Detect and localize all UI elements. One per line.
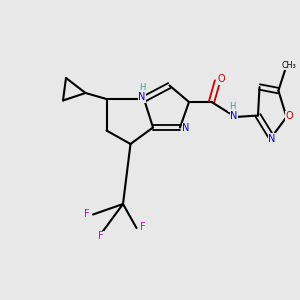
Text: H: H	[139, 83, 145, 92]
Text: N: N	[230, 111, 238, 121]
Text: O: O	[285, 111, 293, 122]
Text: CH₃: CH₃	[282, 61, 297, 70]
Text: F: F	[98, 231, 103, 241]
Text: O: O	[217, 74, 225, 85]
Text: H: H	[229, 102, 235, 111]
Text: F: F	[84, 208, 90, 219]
Text: F: F	[140, 222, 145, 232]
Text: N: N	[182, 123, 190, 133]
Text: N: N	[268, 134, 276, 144]
Text: N: N	[138, 92, 146, 102]
